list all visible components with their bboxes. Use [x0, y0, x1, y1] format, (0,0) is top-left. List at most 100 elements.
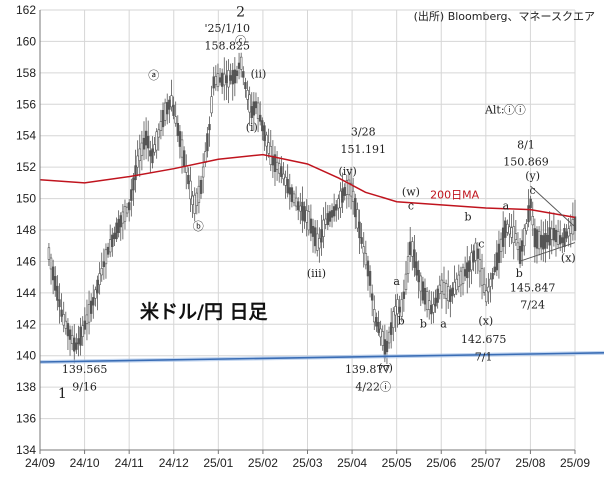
candle-body [375, 317, 378, 327]
candle-body [573, 216, 577, 231]
candle-body [204, 151, 207, 163]
candle-body [180, 139, 184, 158]
candle-body [223, 73, 226, 86]
y-tick-label: 142 [16, 317, 36, 331]
candle-body [381, 331, 384, 346]
candle-body [417, 269, 420, 283]
candle-body [290, 187, 294, 202]
candle-body [442, 282, 446, 295]
candle-body [430, 304, 433, 315]
ma-200-label: 200日MA [430, 189, 479, 202]
candle-body [455, 278, 458, 291]
candle-body [292, 193, 296, 204]
axis-layer: 134 136 138 140 142 144 146 148 150 152 154 156 158 1… [16, 3, 590, 470]
candle-body [113, 232, 116, 239]
candle-body [485, 290, 488, 303]
wave-annotation: 7/24 [520, 299, 545, 312]
support-trendline [39, 352, 604, 363]
candle-body [210, 96, 213, 114]
candle-body [499, 238, 503, 252]
candle-body [461, 266, 465, 284]
candle-body [216, 73, 220, 88]
candle-body [123, 206, 127, 222]
wave-annotation: (iii) [307, 267, 326, 280]
candle-body [387, 331, 391, 344]
candle-body [339, 190, 342, 209]
y-tick-label: 146 [16, 254, 36, 268]
candle-body [389, 322, 393, 335]
candle-body [49, 257, 53, 270]
candle-body [379, 328, 382, 338]
candle-body [267, 142, 270, 154]
candle-body [495, 252, 499, 271]
candle-body [214, 76, 218, 85]
candle-body [176, 123, 179, 136]
candle-body [75, 342, 78, 350]
candle-body [459, 270, 463, 286]
candle-body [248, 94, 251, 113]
candle-body [220, 72, 224, 87]
candle-body [161, 110, 165, 128]
candle-body [168, 99, 171, 110]
candle-body [385, 340, 389, 353]
x-tick-label: 24/11 [115, 456, 144, 470]
wave-annotation: a [393, 275, 400, 288]
candle-body [377, 321, 380, 333]
x-tick-label: 24/12 [159, 456, 189, 470]
wave-annotation: 142.675 [461, 333, 507, 346]
candle-body [356, 209, 359, 229]
candle-body [343, 187, 346, 196]
candle-body [231, 70, 234, 85]
candle-body [201, 166, 205, 178]
wave-annotation: 7/1 [475, 350, 493, 363]
candle-body [552, 227, 556, 241]
wave-annotation: a [503, 200, 510, 213]
candle-body [482, 284, 486, 293]
wave-annotation: (w) [402, 185, 420, 198]
candle-body [360, 237, 363, 244]
annotation-layer: 1 139.565 9/16 '25/1/10 158.825 2 ⓒ ⓐ ⓑ (ii) (i) 3/… [58, 4, 576, 402]
candle-body [434, 297, 437, 307]
candle-body [364, 253, 368, 266]
candle-body [178, 131, 182, 147]
candle-body [98, 273, 101, 286]
candle-body [106, 246, 110, 255]
candle-body [497, 243, 501, 263]
candle-body [463, 269, 467, 277]
candle-body [94, 289, 97, 299]
candle-body [542, 235, 545, 250]
x-tick-label: 24/09 [25, 456, 55, 470]
y-tick-label: 140 [16, 349, 36, 363]
line-layer: 200日MA [39, 153, 604, 364]
candle-body [258, 114, 262, 122]
wave-annotation: (x) [478, 314, 493, 327]
candle-body [246, 89, 249, 100]
candle-body [567, 228, 570, 237]
candle-body [166, 102, 169, 115]
candle-body [398, 306, 401, 313]
candle-body [362, 246, 365, 254]
candle-body [60, 309, 63, 317]
candle-body [501, 227, 505, 247]
candle-body [111, 234, 114, 247]
candle-body [533, 228, 537, 248]
candle-body [554, 229, 558, 243]
y-tick-label: 134 [16, 443, 36, 457]
candle-body [493, 266, 496, 273]
candle-body [195, 192, 199, 206]
wave-annotation: 158.825 [205, 39, 251, 52]
wave-annotation: 150.869 [503, 156, 549, 169]
candle-body [453, 281, 456, 295]
candle-body [191, 195, 194, 205]
candle-body [468, 260, 471, 272]
wave-annotation: c [478, 237, 484, 250]
wave-annotation: (ii) [251, 68, 267, 81]
candle-body [130, 189, 133, 201]
candle-body [212, 76, 215, 89]
candle-body [280, 166, 283, 177]
candle-body [227, 70, 230, 88]
wave-annotation: '25/1/10 [205, 22, 250, 35]
candle-body [491, 272, 494, 280]
candle-body [411, 241, 414, 257]
wave-annotation: 9/16 [72, 380, 97, 393]
